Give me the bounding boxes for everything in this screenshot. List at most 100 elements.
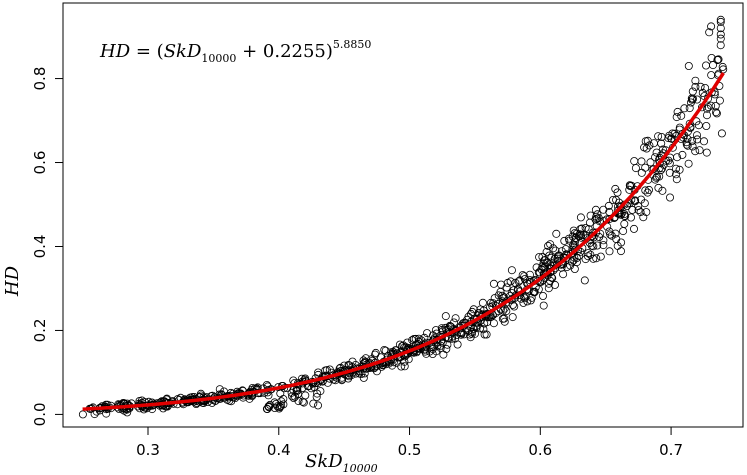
data-point <box>640 143 649 152</box>
data-point <box>680 104 689 113</box>
data-point <box>468 307 477 316</box>
data-point <box>490 294 499 303</box>
data-point <box>643 188 652 197</box>
data-point <box>388 361 397 370</box>
data-point <box>323 378 332 387</box>
data-point <box>718 62 727 71</box>
y-tick-label: 0.6 <box>31 151 49 175</box>
data-point <box>264 402 273 411</box>
y-axis-label: HD <box>2 265 23 297</box>
y-tick-label: 0.2 <box>31 319 49 343</box>
data-point <box>102 409 111 418</box>
data-point <box>520 272 529 281</box>
data-point <box>507 266 516 275</box>
fitted-curve <box>82 72 725 411</box>
data-point <box>359 373 368 382</box>
data-point <box>520 292 529 301</box>
data-point <box>506 277 515 286</box>
data-point <box>270 398 279 407</box>
x-tick-label: 0.6 <box>528 441 552 459</box>
data-point <box>541 262 550 271</box>
data-point <box>262 404 271 413</box>
data-point <box>542 247 551 256</box>
data-point <box>589 254 598 263</box>
data-point <box>483 318 492 327</box>
data-point <box>572 258 581 267</box>
data-point <box>625 185 634 194</box>
data-point <box>691 82 700 91</box>
data-point <box>658 186 667 195</box>
data-point <box>546 240 555 249</box>
data-point <box>508 313 517 322</box>
data-point <box>391 346 400 355</box>
data-point <box>553 254 562 263</box>
y-axis: 0.0 0.2 0.4 0.6 0.8 <box>31 67 64 426</box>
data-point <box>605 207 614 216</box>
data-point <box>625 181 634 190</box>
data-point <box>576 225 585 234</box>
data-point <box>612 195 621 204</box>
data-point <box>716 41 725 50</box>
formula-annotation: HD = (SkD10000 + 0.2255)5.8850 <box>99 38 371 65</box>
data-point <box>617 238 626 247</box>
data-point <box>561 245 570 254</box>
data-point <box>480 330 489 339</box>
data-point <box>566 250 575 259</box>
data-point <box>664 134 673 143</box>
data-point <box>360 369 369 378</box>
data-point <box>673 107 682 116</box>
data-point <box>314 368 323 377</box>
data-point <box>357 369 366 378</box>
data-point <box>688 142 697 151</box>
data-point <box>646 158 655 167</box>
data-point <box>359 356 368 365</box>
data-point <box>529 287 538 296</box>
data-point <box>313 401 322 410</box>
data-point <box>467 327 476 336</box>
data-point <box>658 145 667 154</box>
data-point <box>716 17 725 26</box>
data-point <box>581 255 590 264</box>
data-point <box>539 301 548 310</box>
data-point <box>705 28 714 37</box>
data-point <box>500 304 509 313</box>
data-point <box>605 247 614 256</box>
data-point <box>606 230 615 239</box>
data-point <box>486 298 495 307</box>
data-point <box>551 280 560 289</box>
data-point <box>599 205 608 214</box>
data-point <box>596 252 605 261</box>
data-point <box>411 334 420 343</box>
x-axis-label: SkD10000 <box>305 451 378 475</box>
data-point <box>442 344 451 353</box>
data-point <box>683 141 692 150</box>
data-point <box>684 159 693 168</box>
data-point <box>518 271 527 280</box>
data-point <box>702 122 711 131</box>
data-point <box>630 157 639 166</box>
data-point <box>559 270 568 279</box>
data-point <box>521 292 530 301</box>
data-point <box>307 384 316 393</box>
x-tick-label: 0.4 <box>267 441 291 459</box>
data-point <box>655 172 664 181</box>
data-point <box>441 323 450 332</box>
data-point <box>472 323 481 332</box>
data-point <box>617 247 626 256</box>
data-point <box>299 398 308 407</box>
data-point <box>585 218 594 227</box>
data-point <box>576 231 585 240</box>
data-point <box>584 252 593 261</box>
data-point <box>499 306 508 315</box>
data-point <box>631 196 640 205</box>
data-point <box>593 210 602 219</box>
data-point <box>489 279 498 288</box>
data-point <box>340 361 349 370</box>
data-point <box>685 119 694 128</box>
data-point <box>478 298 487 307</box>
data-point <box>395 340 404 349</box>
data-point <box>641 186 650 195</box>
data-point <box>712 109 721 118</box>
data-point <box>631 164 640 173</box>
